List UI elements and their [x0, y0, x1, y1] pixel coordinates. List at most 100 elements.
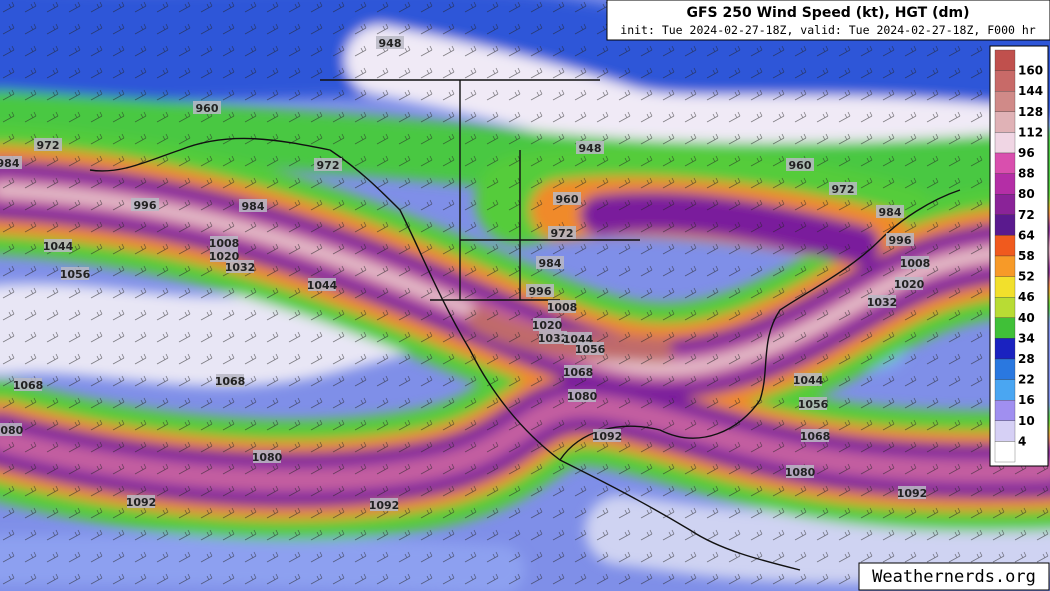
contour-label-bg: [539, 331, 567, 344]
contour-label: 1032: [867, 296, 898, 309]
contour-label-bg: [370, 498, 398, 511]
contour-label-bg: [786, 158, 814, 171]
contour-label: 984: [0, 157, 20, 170]
contour-label: 996: [134, 199, 157, 212]
contour-label: 1056: [575, 343, 606, 356]
colorbar-swatch: [994, 317, 1016, 339]
contour-label-bg: [193, 101, 221, 114]
contour-label: 1080: [252, 451, 283, 464]
contour-label: 1092: [126, 496, 157, 509]
colorbar-label: 144: [1018, 84, 1043, 98]
contour-label: 1080: [0, 424, 24, 437]
contour-label-bg: [576, 141, 604, 154]
contour-label-bg: [901, 256, 929, 269]
contour-label: 1020: [894, 278, 925, 291]
contour-label: 1092: [369, 499, 400, 512]
contour-label-bg: [239, 199, 267, 212]
contour-label: 1032: [225, 261, 256, 274]
contour-label: 948: [379, 37, 402, 50]
contour-label: 1032: [538, 332, 569, 345]
contour-label: 1080: [567, 390, 598, 403]
contour-label: 960: [556, 193, 579, 206]
contour-label-bg: [895, 277, 923, 290]
contour-label: 1044: [43, 240, 74, 253]
contour-label-bg: [786, 465, 814, 478]
contour-label-bg: [886, 233, 914, 246]
colorbar-label: 46: [1018, 290, 1035, 304]
contour-label-bg: [253, 450, 281, 463]
contour-label-bg: [526, 284, 554, 297]
contour-label: 972: [832, 183, 855, 196]
contour-label-bg: [376, 36, 404, 49]
colorbar-swatch: [994, 441, 1016, 463]
contour-label: 1008: [900, 257, 931, 270]
contour-label: 1092: [897, 487, 928, 500]
colorbar-swatch: [994, 235, 1016, 257]
colorbar-label: 40: [1018, 311, 1035, 325]
contour-label-bg: [801, 429, 829, 442]
colorbar-label: 4: [1018, 434, 1026, 448]
contour-label-bg: [314, 158, 342, 171]
contour-label: 948: [579, 142, 602, 155]
contour-label-bg: [829, 182, 857, 195]
contour-label: 1044: [307, 279, 338, 292]
contour-label-bg: [0, 156, 22, 169]
contour-label: 1020: [209, 250, 240, 263]
contour-label: 1044: [793, 374, 824, 387]
contour-label-bg: [568, 389, 596, 402]
colorbar-swatch: [994, 173, 1016, 195]
colorbar-label: 34: [1018, 331, 1035, 345]
contour-label-bg: [876, 205, 904, 218]
colorbar-label: 28: [1018, 352, 1035, 366]
subtitle: init: Tue 2024-02-27-18Z, valid: Tue 202…: [620, 23, 1035, 37]
contour-label: 1068: [563, 366, 594, 379]
colorbar-label: 112: [1018, 125, 1043, 139]
contour-label-bg: [210, 236, 238, 249]
contour-labels: 948 960 972 984 972 948 960 972 996 984 960 984 972 9…: [0, 36, 930, 512]
colorbar-swatch: [994, 49, 1016, 71]
contour-label-bg: [536, 256, 564, 269]
contour-label: 1008: [547, 301, 578, 314]
colorbar-swatch: [994, 358, 1016, 380]
colorbar-swatch: [994, 255, 1016, 277]
colorbar-label: 64: [1018, 228, 1035, 242]
contour-label-bg: [593, 429, 621, 442]
contour-label-bg: [131, 198, 159, 211]
contour-label: 984: [879, 206, 902, 219]
colorbar-label: 72: [1018, 208, 1035, 222]
contour-label: 1068: [13, 379, 44, 392]
colorbar-label: 96: [1018, 146, 1035, 160]
title-box: GFS 250 Wind Speed (kt), HGT (dm) init: …: [606, 0, 1050, 41]
colorbar: 160 144 128 112 96 88 80 72 64 58 52 46 40 34 28 22 16 10…: [989, 45, 1049, 467]
contour-label: 984: [539, 257, 562, 270]
colorbar-swatch: [994, 276, 1016, 298]
colorbar-label: 160: [1018, 64, 1043, 78]
colorbar-swatch: [994, 91, 1016, 112]
contour-label: 972: [317, 159, 340, 172]
contour-label: 984: [242, 200, 265, 213]
colorbar-label: 88: [1018, 167, 1035, 181]
contour-label: 1068: [800, 430, 831, 443]
colorbar-swatch: [994, 152, 1016, 174]
colorbar-swatch: [994, 400, 1016, 421]
contour-label: 972: [551, 227, 574, 240]
contour-label-bg: [794, 373, 822, 386]
contour-label: 960: [196, 102, 219, 115]
colorbar-swatch: [994, 70, 1016, 92]
watermark: Weathernerds.org: [872, 567, 1036, 587]
contour-label: 1068: [215, 375, 246, 388]
contour-label: 996: [529, 285, 552, 298]
contour-label-bg: [0, 423, 22, 436]
contour-label-bg: [898, 486, 926, 499]
colorbar-swatch: [994, 132, 1016, 154]
colorbar-swatch: [994, 420, 1016, 442]
colorbar-label: 128: [1018, 105, 1043, 119]
contour-label-bg: [799, 397, 827, 410]
contour-label-bg: [14, 378, 42, 391]
contour-label-bg: [564, 365, 592, 378]
contour-label-bg: [548, 300, 576, 313]
contour-label-bg: [127, 495, 155, 508]
contour-label: 1092: [592, 430, 623, 443]
